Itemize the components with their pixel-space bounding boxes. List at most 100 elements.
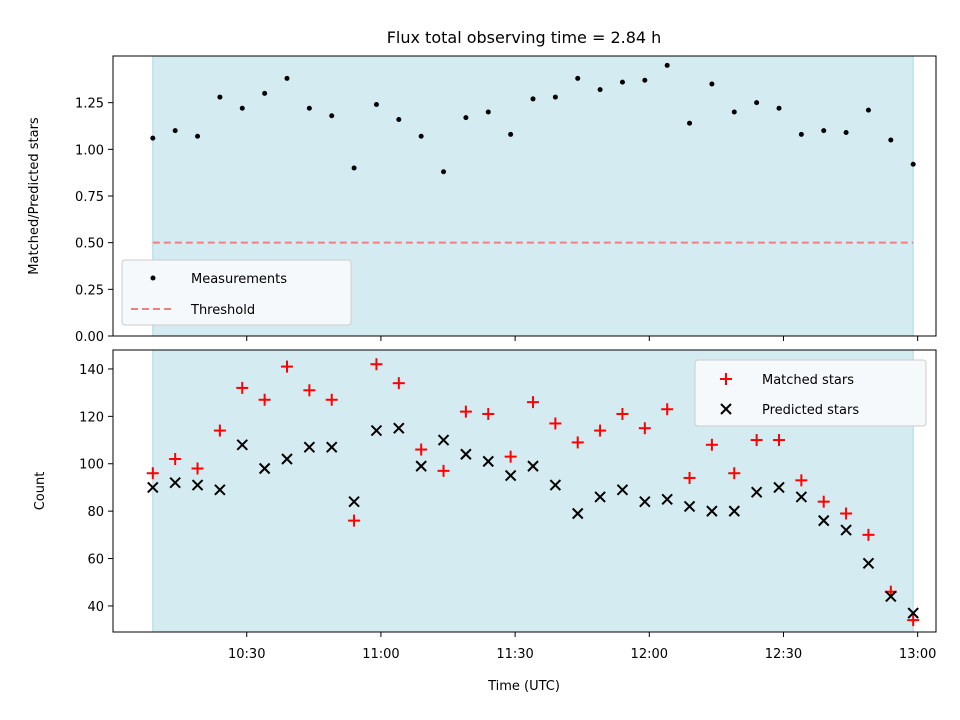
predicted-star-point — [326, 441, 338, 453]
predicted-star-point — [840, 524, 852, 536]
measurement-point — [754, 100, 760, 106]
matched-star-point — [907, 614, 920, 627]
matched-star-point — [638, 422, 651, 435]
bottom-y-axis-label: Count — [33, 472, 48, 511]
legend-predicted-label: Predicted stars — [762, 403, 859, 418]
predicted-star-point — [437, 434, 450, 446]
matched-star-point — [146, 467, 159, 480]
measurement-point — [731, 109, 737, 115]
matched-star-point — [370, 358, 383, 371]
measurement-point — [530, 96, 536, 102]
matched-star-point — [549, 417, 562, 430]
measurement-point — [172, 128, 178, 134]
x-tick-label: 10:30 — [228, 647, 265, 662]
measurement-point — [709, 81, 715, 87]
legend-matched-marker — [720, 373, 732, 385]
measurement-point — [195, 133, 201, 139]
predicted-star-point — [147, 481, 159, 494]
measurement-point — [664, 62, 670, 68]
bottom-y-tick-label: 80 — [87, 505, 104, 520]
matched-star-point — [728, 467, 741, 480]
measurement-point — [441, 169, 447, 175]
predicted-star-point — [683, 500, 696, 513]
top-y-tick-label: 1.00 — [75, 143, 104, 158]
matched-star-point — [594, 424, 607, 437]
predicted-star-point — [862, 557, 875, 569]
predicted-star-point — [460, 448, 472, 460]
predicted-star-point — [907, 607, 919, 619]
predicted-star-point — [527, 460, 539, 472]
predicted-star-point — [616, 484, 629, 496]
measurement-point — [552, 94, 558, 100]
matched-star-point — [526, 396, 539, 409]
predicted-star-point — [750, 486, 763, 498]
predicted-star-point — [393, 422, 405, 434]
matched-star-point — [392, 377, 405, 390]
matched-star-point — [213, 424, 226, 437]
matched-star-point — [750, 434, 763, 447]
legend-predicted-marker — [720, 403, 732, 415]
chart-title: Flux total observing time = 2.84 h — [387, 28, 662, 47]
matched-star-point — [415, 443, 428, 456]
matched-star-point — [325, 393, 338, 406]
bottom-y-tick-label: 120 — [79, 410, 104, 425]
matched-star-point — [616, 407, 629, 420]
measurement-point — [239, 105, 245, 111]
matched-star-point — [236, 381, 249, 394]
x-tick-label: 11:00 — [362, 647, 399, 662]
measurement-point — [418, 133, 424, 139]
bottom-legend: Matched stars Predicted stars — [694, 359, 927, 427]
matched-star-point — [280, 360, 293, 373]
measurement-point — [463, 115, 469, 121]
matched-star-point — [795, 474, 808, 487]
predicted-star-point — [572, 507, 584, 520]
predicted-star-point — [169, 476, 181, 489]
measurement-point — [329, 113, 335, 119]
measurement-point — [373, 102, 379, 108]
top-panel: 0.00 0.25 0.50 0.75 1.00 1.25 Matched/Predict… — [27, 55, 937, 345]
predicted-star-point — [348, 495, 360, 508]
bottom-y-tick-label: 100 — [79, 458, 104, 473]
measurement-point — [575, 75, 581, 81]
predicted-star-point — [706, 505, 718, 517]
x-tick-label: 11:30 — [496, 647, 533, 662]
top-y-tick-label: 1.25 — [75, 97, 104, 112]
measurement-point — [508, 131, 514, 137]
predicted-star-point — [214, 484, 226, 496]
measurement-point — [798, 131, 804, 137]
measurement-point — [485, 109, 491, 115]
measurement-point — [687, 120, 693, 126]
matched-star-point — [817, 495, 830, 508]
bottom-y-tick-label: 60 — [87, 553, 104, 568]
predicted-star-point — [504, 469, 517, 482]
bottom-panel: 40 60 80 100 120 140 10:30 11:00 11:30 12:00 12:30… — [33, 349, 937, 694]
predicted-star-point — [415, 460, 427, 472]
predicted-star-point — [818, 514, 830, 527]
measurement-point — [217, 94, 223, 100]
bottom-y-tick-label: 40 — [87, 600, 104, 615]
x-tick-label: 13:00 — [899, 647, 936, 662]
matched-star-point — [661, 403, 674, 416]
predicted-star-point — [594, 491, 606, 503]
predicted-star-point — [773, 481, 785, 494]
matched-star-point — [348, 514, 361, 527]
measurement-point — [865, 107, 871, 113]
matched-star-point — [482, 407, 495, 420]
measurement-point — [776, 105, 782, 111]
measurement-point — [396, 116, 402, 122]
top-y-tick-label: 0.25 — [75, 283, 104, 298]
x-tick-label: 12:00 — [631, 647, 668, 662]
predicted-star-point — [303, 441, 316, 453]
measurement-point — [597, 87, 603, 93]
top-y-axis-label: Matched/Predicted stars — [27, 117, 42, 275]
predicted-star-point — [236, 439, 248, 451]
matched-star-point — [705, 438, 718, 451]
measurement-point — [888, 137, 894, 143]
matched-star-point — [169, 453, 182, 466]
x-tick-label: 12:30 — [765, 647, 802, 662]
measurement-point — [262, 90, 268, 96]
bottom-panel-frame — [112, 349, 937, 633]
legend-measurements-label: Measurements — [191, 272, 287, 287]
predicted-star-point — [549, 479, 562, 491]
